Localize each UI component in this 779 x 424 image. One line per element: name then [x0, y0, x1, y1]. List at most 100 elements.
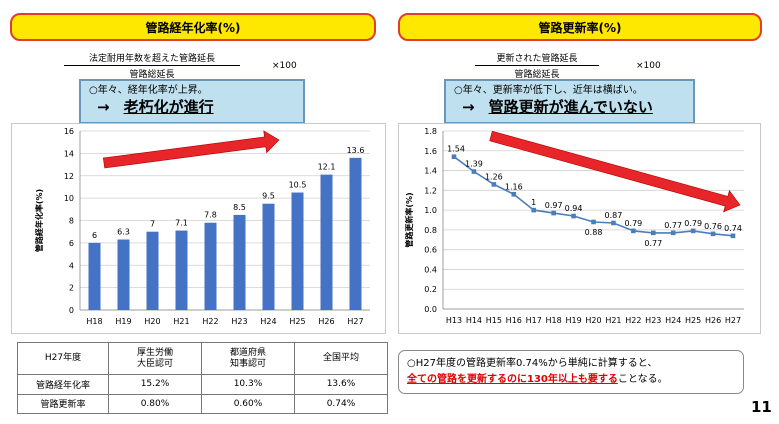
table-row-label: 管路更新率	[17, 393, 109, 414]
data-label: 12.1	[318, 163, 336, 172]
data-point	[670, 230, 676, 236]
data-point	[631, 228, 636, 234]
conclusion-note: ○H27年度の管路更新率0.74%から単純に計算すると、 全ての管路を更新するの…	[398, 350, 744, 394]
renewal-rate-formula: 更新された管路延長 管路総延長	[475, 51, 599, 80]
arrow-right-icon: →	[462, 98, 475, 116]
data-label: 10.5	[289, 181, 307, 190]
data-label: 8.5	[233, 203, 246, 212]
x-tick-label: H20	[144, 317, 160, 326]
x-tick-label: H19	[565, 316, 581, 325]
table-header-cell: 都道府県 知事認可	[201, 341, 295, 376]
table-header-row: H27年度 厚生労働 大臣認可 都道府県 知事認可 全国平均	[17, 341, 388, 376]
renewal-formula-numerator: 更新された管路延長	[475, 51, 599, 66]
aging-rate-title: 管路経年化率(%)	[10, 13, 376, 41]
data-label: 1.39	[465, 160, 483, 169]
bar	[262, 203, 275, 310]
renewal-formula-times: ×100	[636, 61, 661, 71]
renewal-rate-chart-svg: 0.0 0.2 0.4 0.6 0.8 1.0 1.2 1.4 1.6 1.8 1.54 H13 1.3…	[404, 127, 744, 325]
aging-callout-line1: ○年々、経年化率が上昇。	[89, 85, 208, 96]
bar	[117, 239, 130, 310]
aging-formula-times: ×100	[272, 61, 297, 71]
data-label: 0.94	[565, 204, 583, 213]
renewal-callout-line2: → 管路更新が進んでいない	[454, 98, 685, 117]
data-label: 1	[531, 198, 536, 207]
data-label: 7	[150, 220, 155, 229]
x-tick-label: H26	[705, 316, 721, 325]
data-label: 0.79	[624, 219, 642, 228]
data-point	[551, 210, 556, 216]
aging-rate-chart: 0 2 4 6 8 10 12 14 16 6 H18 6.3 H19 7 H20 7.1 H21 7.8 H22 8…	[11, 123, 386, 334]
aging-rate-formula: 法定耐用年数を超えた管路延長 管路総延長	[64, 51, 240, 80]
aging-callout-emphasis: 老朽化が進行	[123, 98, 214, 116]
data-point	[730, 233, 736, 239]
y-tick-label: 0	[69, 306, 74, 315]
bar	[88, 242, 101, 310]
table-cell: 0.60%	[201, 393, 295, 414]
bar	[320, 174, 333, 310]
y-tick-label: 0.8	[424, 226, 437, 235]
data-label: 0.77	[664, 221, 682, 230]
data-label: 7.1	[175, 219, 188, 228]
data-label: 0.88	[585, 228, 603, 237]
aging-rate-title-text: 管路経年化率(%)	[145, 20, 241, 35]
bar	[204, 222, 217, 310]
arrow-right-icon: →	[97, 98, 110, 116]
y-tick-label: 1.4	[424, 167, 437, 176]
table-row-label: 管路経年化率	[17, 374, 109, 395]
aging-formula-numerator: 法定耐用年数を超えた管路延長	[64, 51, 240, 66]
bar	[233, 214, 246, 310]
bar	[146, 231, 159, 310]
x-tick-label: H21	[605, 316, 621, 325]
y-tick-label: 0.6	[424, 246, 437, 255]
data-label: 0.87	[605, 211, 623, 220]
x-tick-label: H27	[347, 317, 363, 326]
data-point	[511, 191, 517, 197]
x-tick-label: H14	[466, 316, 482, 325]
y-tick-label: 2	[69, 284, 74, 293]
data-label: 9.5	[262, 192, 275, 201]
data-point	[650, 230, 656, 236]
renewal-callout-line1: ○年々、更新率が低下し、近年は横ばい。	[454, 85, 643, 96]
comparison-table: H27年度 厚生労働 大臣認可 都道府県 知事認可 全国平均 管路経年化率 15…	[17, 341, 388, 414]
y-axis-label: 管路経年化率(%)	[34, 189, 44, 252]
data-label: 6.3	[117, 228, 130, 237]
x-tick-label: H24	[260, 317, 276, 326]
y-tick-label: 10	[64, 194, 74, 203]
data-label: 0.77	[644, 239, 662, 248]
trend-arrow	[489, 130, 741, 213]
table-row: 管路経年化率 15.2% 10.3% 13.6%	[17, 374, 388, 395]
data-label: 0.97	[545, 201, 563, 210]
x-tick-label: H17	[526, 316, 542, 325]
y-tick-label: 1.2	[424, 186, 437, 195]
data-label: 0.74	[724, 224, 742, 233]
y-tick-label: 16	[64, 127, 74, 136]
page-number: 11	[751, 398, 772, 416]
x-tick-label: H22	[625, 316, 641, 325]
bar	[349, 157, 362, 310]
y-tick-label: 4	[69, 261, 74, 270]
data-label: 1.54	[447, 145, 465, 154]
data-point	[571, 213, 576, 219]
table-cell: 10.3%	[201, 374, 295, 395]
x-tick-label: H26	[318, 317, 334, 326]
data-point	[491, 182, 497, 187]
y-tick-label: 1.8	[424, 127, 437, 136]
aging-formula-denominator: 管路総延長	[129, 70, 175, 80]
x-tick-label: H23	[645, 316, 661, 325]
note-tail: ことなる。	[617, 374, 668, 385]
x-tick-label: H24	[665, 316, 681, 325]
trend-arrow	[102, 130, 280, 169]
x-tick-label: H20	[585, 316, 601, 325]
y-tick-label: 6	[69, 239, 74, 248]
data-point	[471, 169, 477, 174]
table-cell: 15.2%	[108, 374, 202, 395]
aging-callout: ○年々、経年化率が上昇。 → 老朽化が進行	[79, 79, 305, 124]
y-tick-label: 14	[64, 149, 74, 158]
data-point	[591, 219, 596, 225]
x-tick-label: H18	[546, 316, 562, 325]
table-header-cell: 厚生労働 大臣認可	[108, 341, 202, 376]
data-point	[611, 220, 616, 226]
bar	[175, 230, 188, 310]
x-tick-label: H25	[685, 316, 701, 325]
x-tick-label: H25	[289, 317, 305, 326]
